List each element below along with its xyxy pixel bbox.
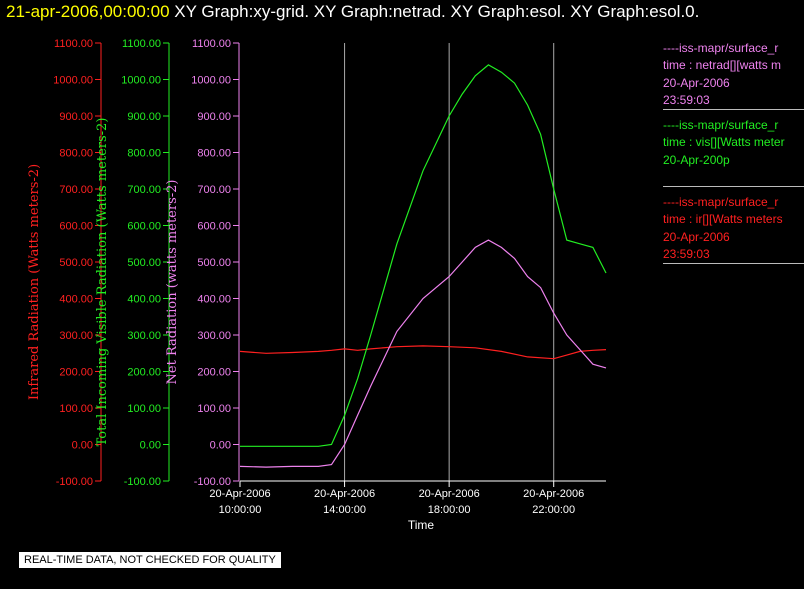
legend: ----iss-mapr/surface_r time : netrad[][w… (663, 40, 804, 271)
y-tick-label-vis: 300.00 (127, 330, 161, 342)
y-tick-label-vis: 100.00 (127, 403, 161, 415)
y-tick-label-vis: 900.00 (127, 111, 161, 123)
x-tick-time: 22:00:00 (532, 504, 575, 516)
y-axis-label-net: Net Radiation (watts meters-2) (165, 180, 180, 385)
x-axis-label: Time (408, 518, 435, 532)
y-tick-label-net: 600.00 (197, 221, 231, 233)
y-tick-label-net: 700.00 (197, 184, 231, 196)
y-tick-label-net: 1100.00 (192, 38, 231, 50)
y-tick-label-ir: 600.00 (59, 221, 93, 233)
y-tick-label-ir: 500.00 (59, 257, 93, 269)
title-graph-list: XY Graph:xy-grid. XY Graph:netrad. XY Gr… (174, 2, 700, 21)
y-tick-label-ir: 700.00 (59, 184, 93, 196)
y-tick-label-vis: 600.00 (127, 221, 161, 233)
legend-net-line-2: time : netrad[][watts m (663, 58, 782, 73)
y-tick-label-net: 400.00 (197, 294, 231, 306)
legend-vis-line-2: time : vis[][Watts meter (663, 135, 785, 150)
y-tick-label-ir: 400.00 (59, 294, 93, 306)
y-tick-label-vis: 800.00 (127, 148, 161, 160)
legend-net-line-3: 20-Apr-2006 (663, 75, 730, 90)
legend-ir-line-2: time : ir[][Watts meters (663, 212, 783, 227)
legend-entry-ir: ----iss-mapr/surface_r time : ir[][Watts… (663, 194, 804, 265)
x-tick-date: 20-Apr-2006 (523, 488, 584, 500)
y-tick-label-net: 100.00 (197, 403, 231, 415)
y-tick-label-ir: 300.00 (59, 330, 93, 342)
window-title: 21-apr-2006,00:00:00 XY Graph:xy-grid. X… (6, 2, 699, 22)
title-date: 21-apr-2006,00:00:00 (6, 2, 170, 21)
y-tick-label-net: 900.00 (197, 111, 231, 123)
legend-entry-vis: ----iss-mapr/surface_r time : vis[][Watt… (663, 117, 804, 188)
y-tick-label-net: 800.00 (197, 148, 231, 160)
y-tick-label-vis: 500.00 (127, 257, 161, 269)
y-tick-label-ir: 1100.00 (54, 38, 93, 50)
y-tick-label-vis: 700.00 (127, 184, 161, 196)
legend-ir-line-1: ----iss-mapr/surface_r (663, 195, 779, 210)
y-tick-label-net: 200.00 (197, 367, 231, 379)
x-tick-date: 20-Apr-2006 (419, 488, 480, 500)
legend-ir-line-3: 20-Apr-2006 (663, 229, 730, 244)
y-tick-label-net: 1000.00 (191, 75, 231, 87)
y-axis-label-vis: Total Incoming Visible Radiation (Watts … (95, 118, 110, 447)
y-tick-label-ir: 200.00 (59, 367, 93, 379)
series-line-net (239, 239, 607, 468)
legend-entry-net: ----iss-mapr/surface_r time : netrad[][w… (663, 40, 804, 111)
quality-notice: REAL-TIME DATA, NOT CHECKED FOR QUALITY (19, 552, 281, 568)
y-tick-label-ir: 1000.00 (53, 75, 93, 87)
legend-ir-line-4: 23:59:03 (663, 246, 710, 261)
y-tick-label-ir: 800.00 (59, 148, 93, 160)
y-tick-label-vis: -100.00 (124, 476, 161, 488)
y-tick-label-ir: -100.00 (56, 476, 93, 488)
y-tick-label-net: 300.00 (197, 330, 231, 342)
legend-net-line-1: ----iss-mapr/surface_r (663, 41, 779, 55)
y-tick-label-vis: 1000.00 (121, 75, 161, 87)
y-tick-label-ir: 900.00 (59, 111, 93, 123)
y-tick-label-vis: 200.00 (127, 367, 161, 379)
y-axis-label-ir: Infrared Radiation (Watts meters-2) (27, 164, 42, 400)
y-tick-label-vis: 400.00 (127, 294, 161, 306)
legend-vis-line-1: ----iss-mapr/surface_r (663, 118, 779, 133)
series-line-ir (239, 345, 607, 360)
legend-net-line-4: 23:59:03 (663, 92, 710, 107)
y-tick-label-vis: 1100.00 (122, 38, 161, 50)
legend-vis-line-3: 20-Apr-200p (663, 152, 730, 167)
y-tick-label-net: -100.00 (194, 476, 231, 488)
x-tick-time: 10:00:00 (219, 504, 262, 516)
y-tick-label-net: 0.00 (210, 440, 231, 452)
series-line-vis (240, 64, 607, 447)
x-tick-time: 14:00:00 (323, 504, 366, 516)
y-tick-label-net: 500.00 (197, 257, 231, 269)
y-tick-label-ir: 0.00 (72, 440, 93, 452)
x-tick-date: 20-Apr-2006 (314, 488, 375, 500)
x-tick-date: 20-Apr-2006 (209, 488, 270, 500)
y-tick-label-vis: 0.00 (140, 440, 161, 452)
y-tick-label-ir: 100.00 (59, 403, 93, 415)
x-tick-time: 18:00:00 (428, 504, 471, 516)
